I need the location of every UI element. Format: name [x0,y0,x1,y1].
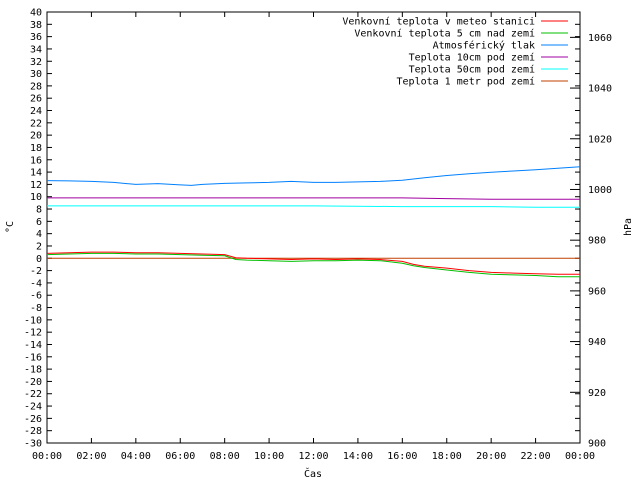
series-line-1 [46,252,580,278]
y2-tick-label: 1000 [588,185,612,196]
y-tick-label: 24 [30,106,42,117]
y-tick-label: -14 [24,340,42,351]
series-line-2 [46,166,581,186]
y2-axis-ticks: 900 920 940 960 980 1000 1020 1040 1060 [570,33,612,450]
series-line-4 [47,205,580,208]
y-tick-label: 40 [30,8,42,19]
y-axis-label: °C [5,221,16,233]
y2-tick-label: 920 [588,388,606,399]
y-tick-label: 16 [30,155,42,166]
x-axis-ticks: 00:00 02:00 04:00 06:00 08:00 10:00 12:00 14:00… [32,12,595,462]
y2-tick-label: 1020 [588,134,612,145]
y2-tick-label: 980 [588,236,606,247]
x-tick-label: 20:00 [476,451,506,462]
y-tick-label: -10 [24,315,42,326]
x-tick-label: 00:00 [32,451,62,462]
y-axis-ticks: -30-28-26-24-22-20-18-16-14-12-10-8-6-4-… [24,8,580,450]
y-tick-label: -20 [24,377,42,388]
y-tick-label: 14 [30,168,42,179]
y-tick-label: -4 [30,278,42,289]
legend-label: Teplota 1 metr pod zemí [397,76,535,88]
series-line-3 [47,197,580,200]
y-tick-label: 38 [30,20,42,31]
y-tick-label: -2 [30,266,42,277]
series-line-0 [46,251,580,275]
y-tick-label: 6 [36,217,42,228]
y2-axis-label: hPa [623,218,634,236]
y-tick-label: 26 [30,94,42,105]
y2-tick-label: 900 [588,439,606,450]
y-tick-label: -12 [24,328,42,339]
legend-label: Teplota 50cm pod zemí [409,64,535,76]
x-tick-label: 06:00 [165,451,195,462]
y-tick-label: 2 [36,241,42,252]
y-tick-label: -6 [30,291,42,302]
y-tick-label: 0 [36,254,42,265]
legend: Venkovní teplota v meteo staniciVenkovní… [342,16,568,88]
x-tick-label: 18:00 [432,451,462,462]
x-tick-label: 04:00 [121,451,151,462]
y-tick-label: 18 [30,143,42,154]
y-tick-label: -24 [24,402,42,413]
y2-tick-label: 960 [588,286,606,297]
y-tick-label: -30 [24,439,42,450]
y-tick-label: 22 [30,118,42,129]
y-tick-label: -8 [30,303,42,314]
x-axis-label: Čas [304,467,322,480]
legend-label: Teplota 10cm pod zemí [409,52,535,64]
x-tick-label: 02:00 [76,451,106,462]
y2-tick-label: 1060 [588,33,612,44]
y-tick-label: 30 [30,69,42,80]
x-tick-label: 14:00 [343,451,373,462]
y2-tick-label: 1040 [588,84,612,95]
y-tick-label: -26 [24,414,42,425]
x-tick-label: 10:00 [254,451,284,462]
y-tick-label: 10 [30,192,42,203]
x-tick-label: 00:00 [565,451,595,462]
x-tick-label: 22:00 [521,451,551,462]
y2-tick-label: 940 [588,337,606,348]
y-tick-label: 28 [30,81,42,92]
series-lines [46,166,581,278]
y-tick-label: 36 [30,32,42,43]
y-tick-label: 34 [30,44,42,55]
y-tick-label: -18 [24,365,42,376]
legend-label: Venkovní teplota 5 cm nad zemí [354,28,535,40]
y-tick-label: -16 [24,352,42,363]
y-tick-label: 4 [36,229,42,240]
y-tick-label: 32 [30,57,42,68]
x-tick-label: 08:00 [210,451,240,462]
y-tick-label: -28 [24,426,42,437]
y-tick-label: -22 [24,389,42,400]
x-tick-label: 16:00 [387,451,417,462]
y-tick-label: 8 [36,205,42,216]
y-tick-label: 12 [30,180,42,191]
legend-label: Venkovní teplota v meteo stanici [342,16,535,28]
legend-label: Atmosférický tlak [433,40,535,52]
y-tick-label: 20 [30,131,42,142]
x-tick-label: 12:00 [298,451,328,462]
